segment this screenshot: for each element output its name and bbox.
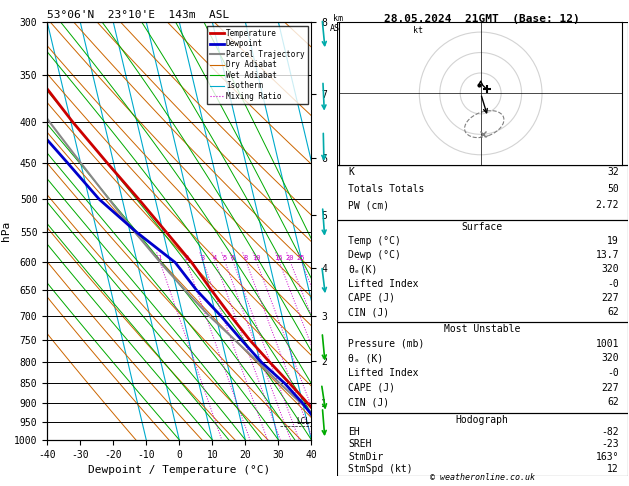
Y-axis label: km
ASL: km ASL bbox=[330, 14, 345, 33]
Text: 12: 12 bbox=[607, 464, 619, 474]
X-axis label: Dewpoint / Temperature (°C): Dewpoint / Temperature (°C) bbox=[88, 465, 270, 475]
Text: 320: 320 bbox=[601, 353, 619, 364]
Text: Dewp (°C): Dewp (°C) bbox=[348, 250, 401, 260]
Text: PW (cm): PW (cm) bbox=[348, 200, 389, 210]
Text: CAPE (J): CAPE (J) bbox=[348, 293, 395, 303]
Text: Totals Totals: Totals Totals bbox=[348, 184, 425, 194]
Text: Pressure (mb): Pressure (mb) bbox=[348, 339, 425, 349]
Text: 227: 227 bbox=[601, 382, 619, 393]
Text: 53°06'N  23°10'E  143m  ASL: 53°06'N 23°10'E 143m ASL bbox=[47, 10, 230, 20]
Text: 3: 3 bbox=[201, 255, 205, 260]
Text: K: K bbox=[348, 167, 354, 177]
Text: 1: 1 bbox=[157, 255, 162, 260]
Text: 19: 19 bbox=[607, 236, 619, 246]
Text: CIN (J): CIN (J) bbox=[348, 398, 389, 407]
Text: 8: 8 bbox=[243, 255, 248, 260]
Text: 16: 16 bbox=[275, 255, 283, 260]
Legend: Temperature, Dewpoint, Parcel Trajectory, Dry Adiabat, Wet Adiabat, Isotherm, Mi: Temperature, Dewpoint, Parcel Trajectory… bbox=[207, 26, 308, 104]
Text: 2: 2 bbox=[184, 255, 189, 260]
Text: 4: 4 bbox=[213, 255, 217, 260]
Text: CAPE (J): CAPE (J) bbox=[348, 382, 395, 393]
Text: 25: 25 bbox=[297, 255, 306, 260]
Text: 13.7: 13.7 bbox=[596, 250, 619, 260]
Text: © weatheronline.co.uk: © weatheronline.co.uk bbox=[430, 473, 535, 482]
Text: -82: -82 bbox=[601, 427, 619, 437]
Text: 20: 20 bbox=[286, 255, 294, 260]
Text: -23: -23 bbox=[601, 439, 619, 450]
Y-axis label: hPa: hPa bbox=[1, 221, 11, 241]
Text: Hodograph: Hodograph bbox=[455, 415, 509, 425]
Text: 28.05.2024  21GMT  (Base: 12): 28.05.2024 21GMT (Base: 12) bbox=[384, 14, 580, 24]
Text: StmDir: StmDir bbox=[348, 451, 384, 462]
Text: -0: -0 bbox=[607, 368, 619, 378]
Text: Lifted Index: Lifted Index bbox=[348, 278, 419, 289]
Text: θₑ (K): θₑ (K) bbox=[348, 353, 384, 364]
Text: 2.72: 2.72 bbox=[596, 200, 619, 210]
Text: 32: 32 bbox=[607, 167, 619, 177]
Text: 50: 50 bbox=[607, 184, 619, 194]
Text: Most Unstable: Most Unstable bbox=[444, 324, 520, 334]
Text: EH: EH bbox=[348, 427, 360, 437]
Text: θₑ(K): θₑ(K) bbox=[348, 264, 377, 275]
Text: 5: 5 bbox=[223, 255, 227, 260]
Text: 62: 62 bbox=[607, 307, 619, 317]
Text: LCL: LCL bbox=[296, 417, 309, 426]
Text: 1001: 1001 bbox=[596, 339, 619, 349]
Text: -0: -0 bbox=[607, 278, 619, 289]
Text: CIN (J): CIN (J) bbox=[348, 307, 389, 317]
Text: SREH: SREH bbox=[348, 439, 372, 450]
Text: StmSpd (kt): StmSpd (kt) bbox=[348, 464, 413, 474]
Text: 62: 62 bbox=[607, 398, 619, 407]
Text: kt: kt bbox=[413, 26, 423, 35]
Text: Lifted Index: Lifted Index bbox=[348, 368, 419, 378]
Text: 227: 227 bbox=[601, 293, 619, 303]
Text: Surface: Surface bbox=[462, 222, 503, 232]
Text: Temp (°C): Temp (°C) bbox=[348, 236, 401, 246]
Text: 10: 10 bbox=[252, 255, 260, 260]
Text: 6: 6 bbox=[231, 255, 235, 260]
Text: 320: 320 bbox=[601, 264, 619, 275]
Text: 163°: 163° bbox=[596, 451, 619, 462]
